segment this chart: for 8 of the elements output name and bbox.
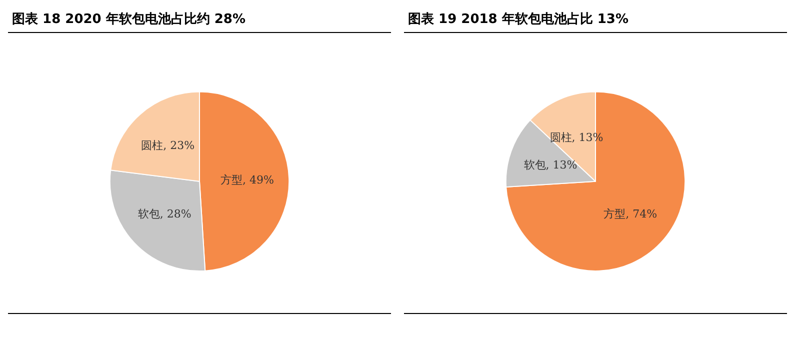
slice-label: 圆柱, 13% <box>550 131 604 144</box>
slice-label: 方型, 74% <box>604 208 658 221</box>
slice-label: 圆柱, 23% <box>141 139 195 152</box>
slice-label: 方型, 49% <box>220 173 274 186</box>
slice-label: 软包, 28% <box>138 208 192 221</box>
chart-title: 图表 18 2020 年软包电池占比约 28% <box>8 8 391 33</box>
chart-title: 图表 19 2018 年软包电池占比 13% <box>404 8 787 33</box>
slice-label: 软包, 13% <box>524 158 578 172</box>
